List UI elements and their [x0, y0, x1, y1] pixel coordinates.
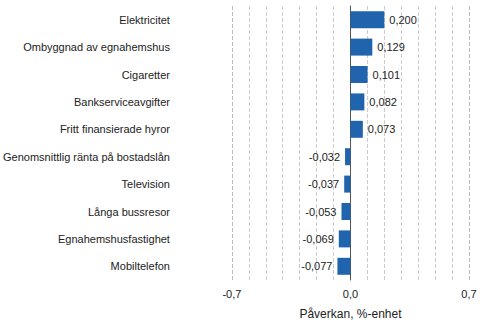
svg-text:Mobiltelefon: Mobiltelefon [111, 260, 170, 272]
svg-text:0,129: 0,129 [377, 41, 405, 53]
svg-text:Cigaretter: Cigaretter [122, 69, 171, 81]
svg-text:0,082: 0,082 [369, 96, 397, 108]
svg-text:0,7: 0,7 [461, 288, 476, 300]
svg-text:-0,037: -0,037 [308, 178, 339, 190]
svg-text:-0,7: -0,7 [222, 288, 241, 300]
svg-text:Fritt finansierade hyror: Fritt finansierade hyror [60, 123, 170, 135]
svg-text:Genomsnittlig ränta på bostads: Genomsnittlig ränta på bostadslån [3, 151, 170, 163]
svg-text:-0,032: -0,032 [309, 151, 340, 163]
svg-text:-0,053: -0,053 [305, 206, 336, 218]
svg-text:0,0: 0,0 [343, 288, 358, 300]
svg-text:0,101: 0,101 [373, 69, 401, 81]
svg-text:Television: Television [122, 178, 170, 190]
svg-text:Långa bussresor: Långa bussresor [88, 206, 170, 218]
svg-text:-0,077: -0,077 [301, 260, 332, 272]
svg-text:Elektricitet: Elektricitet [119, 14, 170, 26]
svg-text:0,073: 0,073 [368, 123, 396, 135]
svg-text:Bankserviceavgifter: Bankserviceavgifter [74, 96, 170, 108]
svg-text:-0,069: -0,069 [303, 233, 334, 245]
svg-text:0,200: 0,200 [389, 14, 417, 26]
svg-text:Ombyggnad av egnahemshus: Ombyggnad av egnahemshus [23, 41, 170, 53]
svg-text:Påverkan, %-enhet: Påverkan, %-enhet [299, 307, 402, 321]
svg-text:Egnahemshusfastighet: Egnahemshusfastighet [58, 233, 170, 245]
